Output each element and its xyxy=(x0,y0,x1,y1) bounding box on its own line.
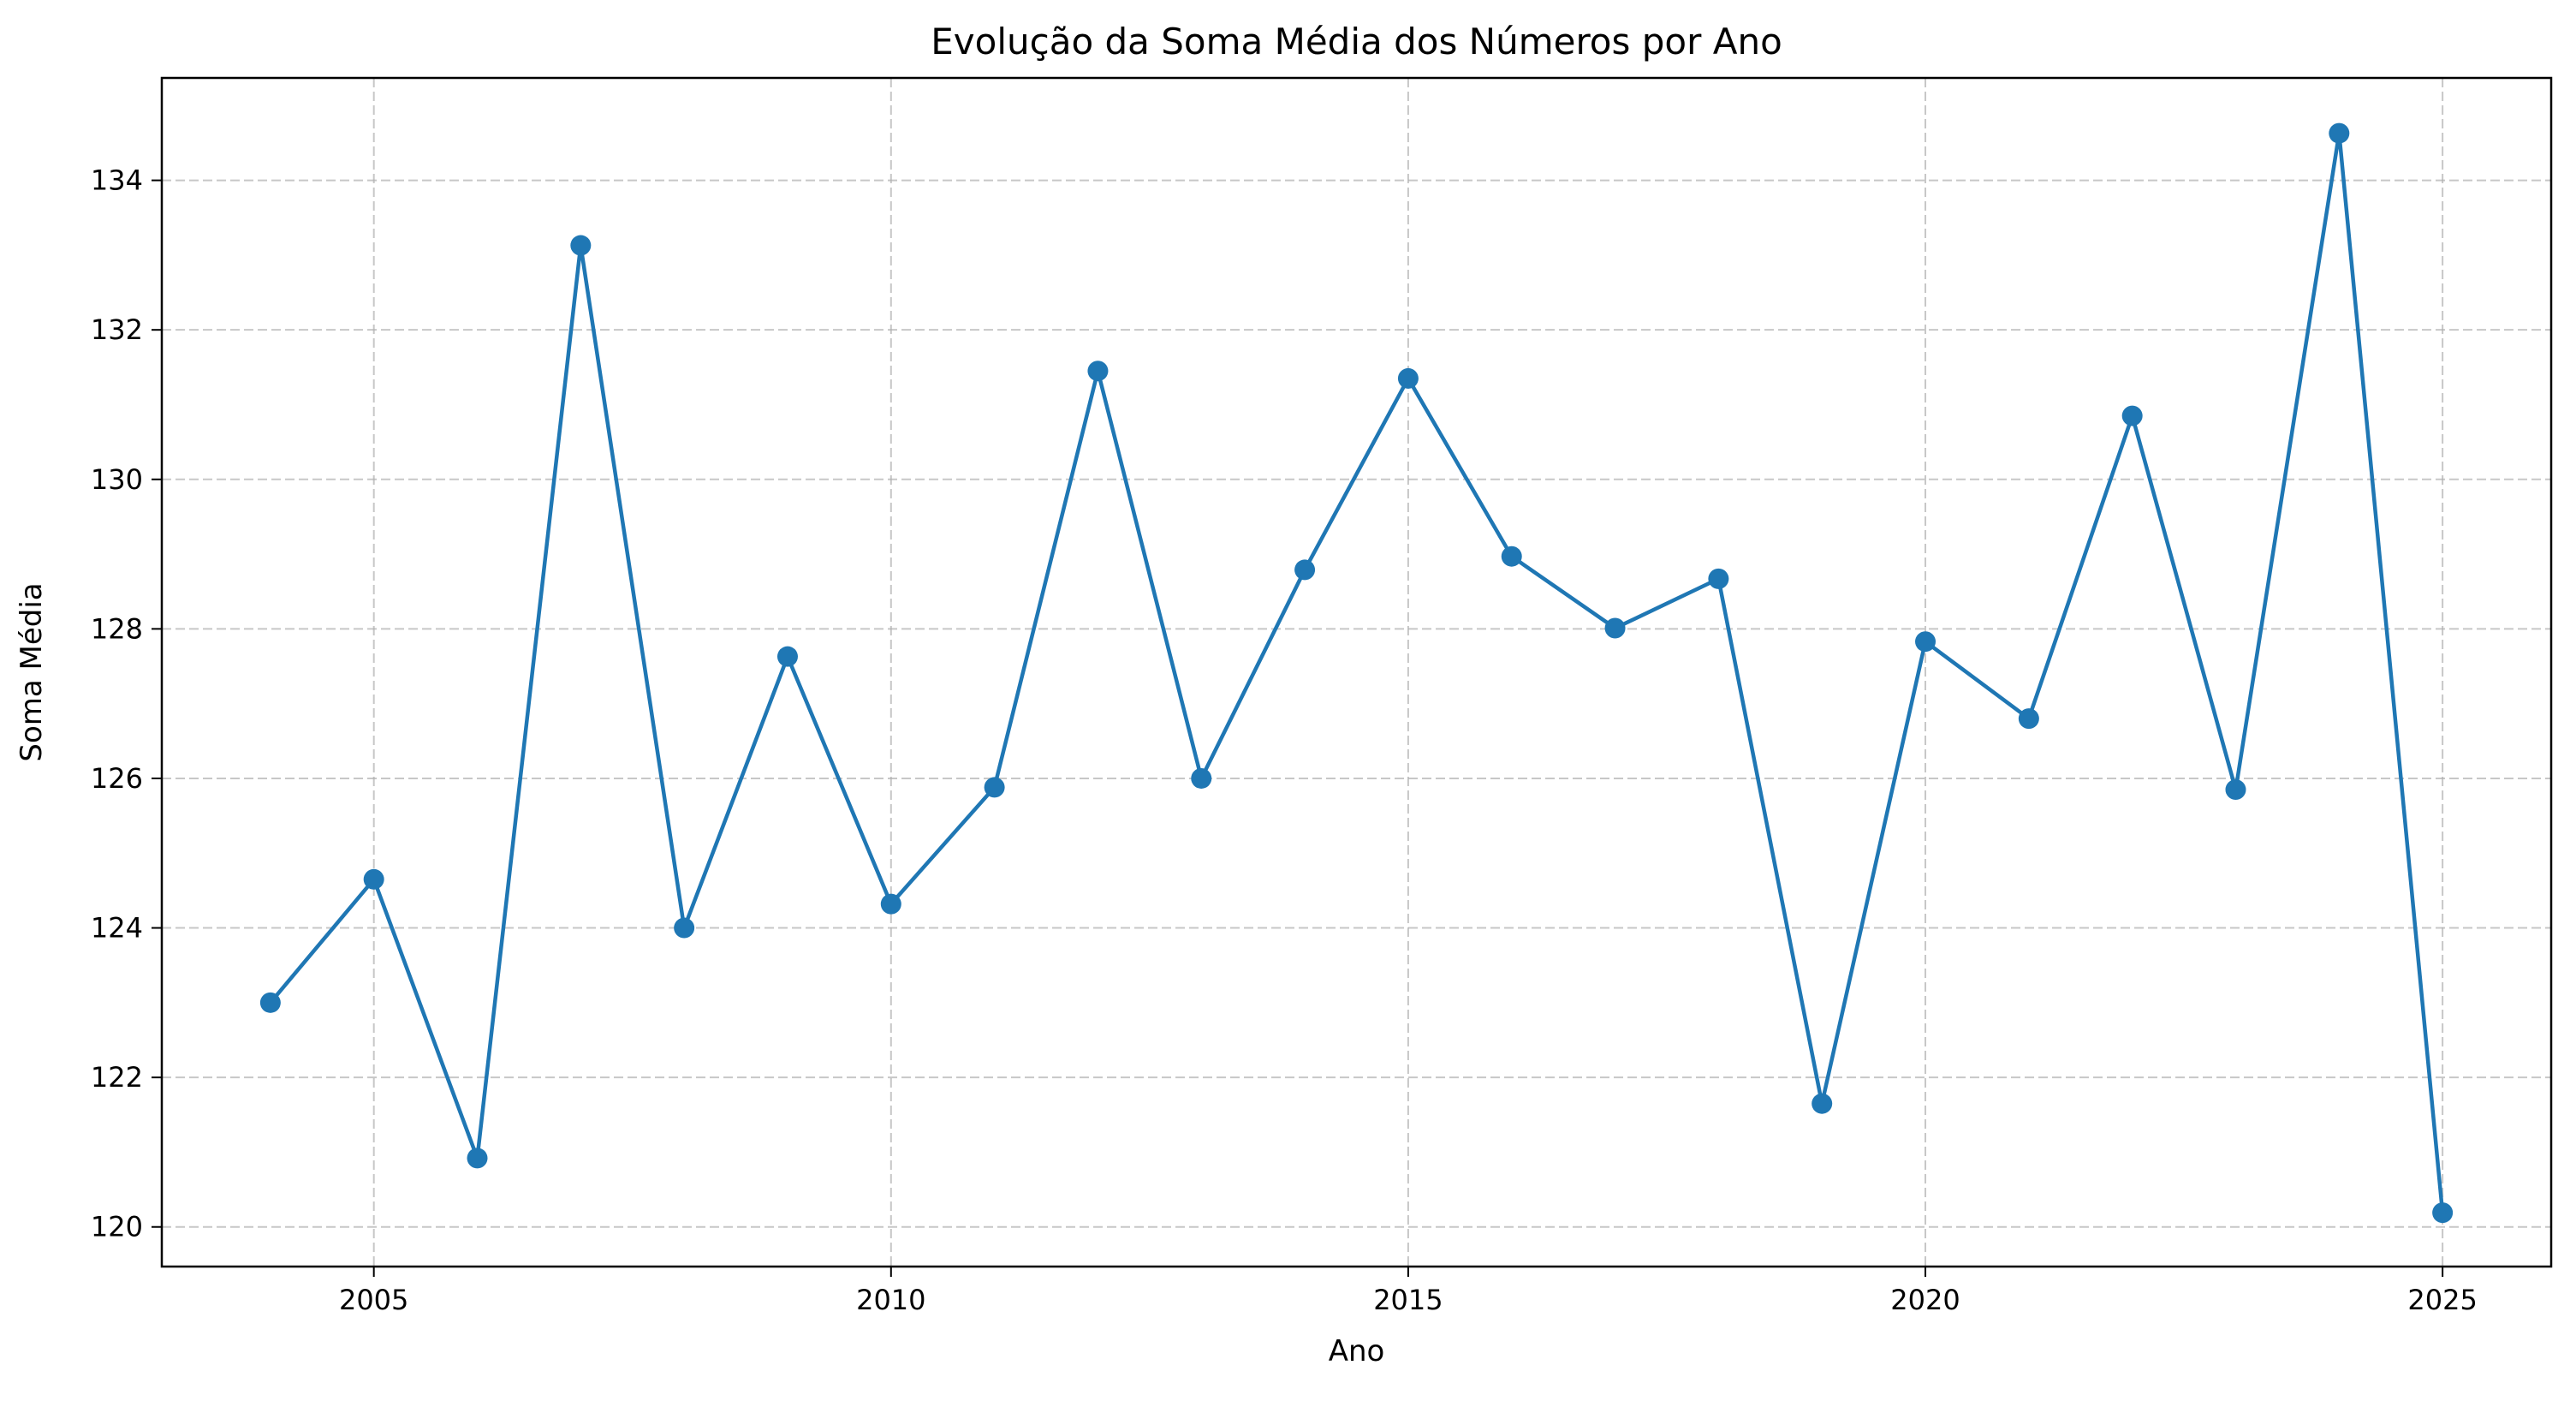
data-point-2005 xyxy=(363,868,384,890)
y-tick-label-134: 134 xyxy=(91,164,143,197)
data-point-2006 xyxy=(467,1148,488,1169)
data-point-2018 xyxy=(1708,568,1729,589)
ticks: 2005 2010 2015 2020 2025 120 122 124 126 128 130 13… xyxy=(91,164,2478,1316)
data-point-2012 xyxy=(1087,361,1109,382)
data-point-2016 xyxy=(1501,546,1522,567)
data-point-2019 xyxy=(1812,1093,1833,1114)
x-tick-label-2010: 2010 xyxy=(856,1284,925,1316)
chart-title: Evolução da Soma Média dos Números por A… xyxy=(931,21,1782,63)
x-tick-label-2025: 2025 xyxy=(2407,1284,2477,1316)
y-tick-label-124: 124 xyxy=(91,912,143,945)
x-tick-label-2015: 2015 xyxy=(1373,1284,1443,1316)
y-tick-label-120: 120 xyxy=(91,1211,143,1243)
data-point-2015 xyxy=(1397,367,1419,389)
data-point-2008 xyxy=(674,917,695,939)
data-point-2014 xyxy=(1294,559,1316,581)
data-point-2007 xyxy=(570,235,592,256)
data-point-2021 xyxy=(2018,708,2039,730)
data-point-2024 xyxy=(2329,122,2350,144)
data-point-2013 xyxy=(1191,767,1212,789)
data-point-2004 xyxy=(259,992,281,1013)
data-point-2025 xyxy=(2432,1202,2454,1224)
x-axis-label: Ano xyxy=(1329,1334,1385,1368)
series-layer xyxy=(259,122,2454,1224)
data-point-2011 xyxy=(984,777,1005,798)
series-line-0 xyxy=(268,131,2445,1215)
grid xyxy=(162,78,2551,1267)
y-tick-label-130: 130 xyxy=(91,463,143,496)
data-point-2022 xyxy=(2121,405,2143,426)
y-tick-label-128: 128 xyxy=(91,612,143,645)
data-point-2010 xyxy=(880,893,901,915)
y-tick-label-122: 122 xyxy=(91,1061,143,1094)
data-point-2020 xyxy=(1915,631,1936,653)
data-point-2023 xyxy=(2225,779,2246,801)
y-axis-label: Soma Média xyxy=(15,582,49,761)
y-tick-label-126: 126 xyxy=(91,762,143,795)
data-point-2017 xyxy=(1604,617,1626,639)
y-tick-label-132: 132 xyxy=(91,313,143,346)
axes-frame xyxy=(160,76,2553,1268)
x-tick-label-2020: 2020 xyxy=(1890,1284,1960,1316)
data-point-2009 xyxy=(776,646,798,667)
x-tick-label-2005: 2005 xyxy=(339,1284,408,1316)
